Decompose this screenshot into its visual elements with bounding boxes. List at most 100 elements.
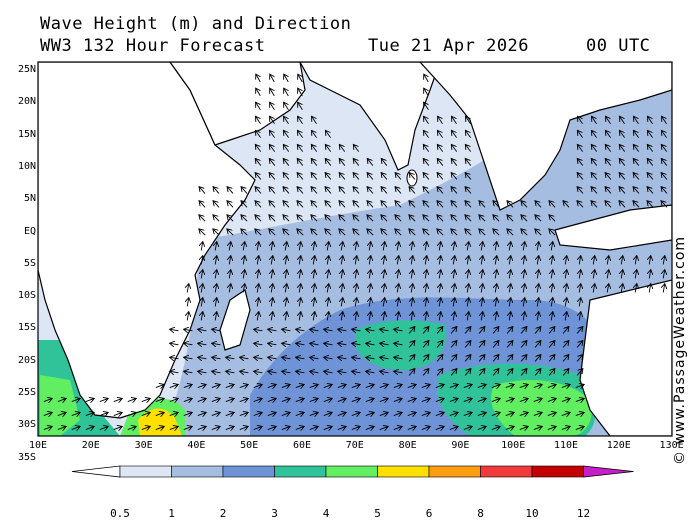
colorbar-segment [325, 465, 378, 478]
wave-arrow [366, 371, 375, 373]
wave-arrow [187, 298, 189, 307]
wave-arrow [547, 412, 556, 415]
wave-arrow [183, 426, 192, 429]
wave-arrow [327, 256, 329, 265]
wave-arrow [213, 187, 220, 194]
wave-arrow [577, 173, 584, 180]
wave-arrow [381, 187, 388, 194]
wave-arrow [505, 398, 514, 401]
wave-arrow [422, 355, 429, 362]
wave-arrow [548, 327, 555, 334]
colorbar-label: 0.5 [110, 507, 130, 520]
wave-arrow [633, 130, 639, 138]
wave-arrow [605, 116, 611, 124]
wave-arrow [299, 298, 301, 307]
wave-arrow [337, 426, 346, 429]
wave-arrow [575, 426, 584, 429]
wave-arrow [313, 242, 315, 251]
wave-arrow [633, 116, 639, 124]
wave-arrow [481, 242, 483, 251]
wave-arrow [268, 343, 277, 345]
wave-arrow [605, 201, 612, 208]
wave-arrow [285, 242, 287, 251]
wave-arrow [227, 187, 234, 194]
wave-arrow [533, 412, 542, 415]
wave-arrow [424, 88, 429, 97]
wave-arrow [341, 256, 343, 265]
wave-arrow [241, 187, 248, 194]
wave-arrow [451, 158, 458, 166]
wave-direction-arrows [43, 74, 668, 429]
wave-arrow [353, 215, 360, 222]
wave-arrow [198, 371, 207, 373]
southeast-asia [419, 62, 672, 211]
wave-arrow [478, 327, 485, 334]
wave-arrow [311, 215, 318, 222]
wave-arrow [449, 426, 458, 429]
wave-arrow [565, 284, 567, 293]
wave-arrow [155, 426, 164, 429]
wave-arrow [327, 270, 329, 279]
wave-arrow [519, 426, 528, 429]
wave-arrow [534, 327, 541, 334]
wave-arrow [437, 173, 444, 180]
wave-arrow [253, 398, 262, 401]
wave-arrow [369, 284, 371, 293]
wave-arrow [268, 371, 277, 373]
wave-arrow [369, 256, 371, 265]
wave-arrow [284, 88, 289, 97]
wave-arrow [367, 173, 374, 180]
wave-arrow [505, 412, 514, 415]
wave-arrow [561, 398, 570, 401]
wave-arrow [621, 256, 623, 265]
wave-arrow [369, 242, 371, 251]
wave-arrow [241, 229, 248, 236]
wave-arrow [325, 229, 332, 236]
wave-arrow [393, 384, 402, 387]
wave-arrow [257, 284, 259, 293]
wave-arrow [481, 256, 483, 265]
wave-arrow [367, 158, 374, 166]
wave-arrow [325, 130, 331, 138]
wave-arrow [495, 284, 497, 293]
wave-arrow [450, 341, 457, 348]
wave-arrow [85, 426, 94, 429]
wave-arrow [537, 256, 539, 265]
wave-arrow [199, 201, 206, 208]
wave-arrow [271, 270, 273, 279]
wave-arrow [381, 215, 388, 222]
colorbar-segment [222, 465, 275, 478]
wave-arrow [282, 357, 291, 359]
wave-arrow [424, 102, 429, 111]
wave-arrow [255, 144, 262, 152]
wave-arrow [423, 229, 430, 236]
wave-arrow [437, 116, 443, 124]
wave-arrow [271, 284, 273, 293]
wave-arrow [211, 384, 220, 387]
wave-arrow [523, 270, 525, 279]
wave-arrow [411, 284, 413, 293]
wave-arrow [201, 312, 203, 321]
wave-arrow [170, 343, 179, 345]
wave-arrow [579, 298, 581, 307]
wave-arrow [421, 398, 430, 401]
wave-arrow [407, 412, 416, 415]
lon-label: 90E [451, 440, 470, 451]
wave-arrow [593, 256, 595, 265]
wave-arrow [393, 426, 402, 429]
wave-arrow [339, 187, 346, 194]
site-credit: © www.PassageWeather.com [672, 235, 688, 465]
wave-arrow [619, 158, 626, 166]
wave-arrow [369, 270, 371, 279]
wave-arrow [465, 144, 472, 152]
wave-arrow [521, 215, 528, 222]
wave-arrow [71, 412, 80, 415]
wave-arrow [535, 215, 542, 222]
wave-arrow [633, 187, 640, 194]
wave-arrow [187, 284, 189, 293]
wave-arrow [577, 116, 583, 124]
wave-arrow [311, 116, 317, 124]
wave-arrow [506, 327, 513, 334]
wave-arrow [477, 398, 486, 401]
wave-arrow [661, 187, 668, 194]
